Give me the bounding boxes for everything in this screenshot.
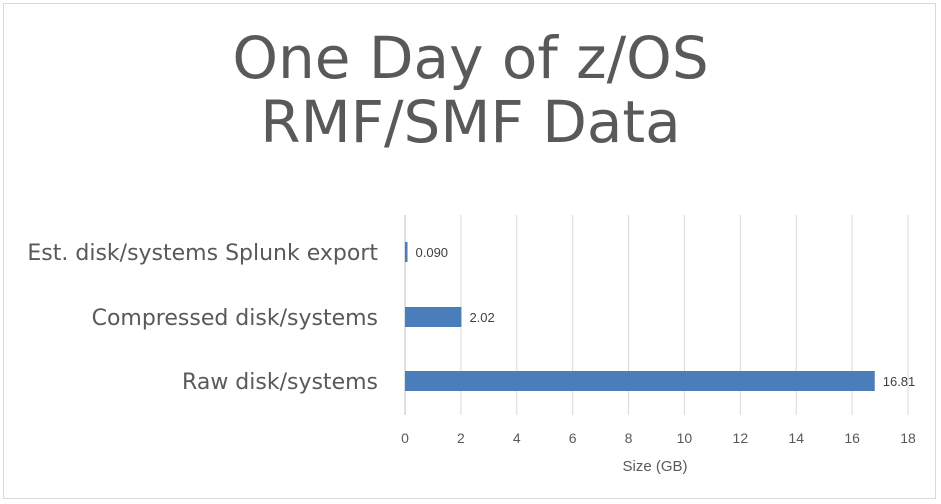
data-label: 0.090 [416, 245, 449, 260]
data-label: 16.81 [883, 374, 916, 389]
bar [405, 242, 408, 262]
data-labels: 0.090 2.02 16.81 [416, 245, 916, 389]
category-label: Est. disk/systems Splunk export [27, 241, 378, 266]
x-tick-label: 12 [733, 430, 749, 446]
x-tick-label: 10 [677, 430, 693, 446]
x-axis-title: Size (GB) [622, 458, 687, 475]
x-tick-label: 2 [457, 430, 465, 446]
category-label: Compressed disk/systems [92, 306, 378, 331]
x-tick-label: 18 [900, 430, 916, 446]
chart-title-line-2: RMF/SMF Data [260, 88, 681, 156]
x-tick-label: 14 [788, 430, 804, 446]
category-labels: Est. disk/systems Splunk export Compresse… [27, 241, 378, 395]
x-tick-label: 16 [844, 430, 860, 446]
data-label: 2.02 [469, 310, 494, 325]
bar [405, 371, 875, 391]
x-axis-tick-labels: 0 2 4 6 8 10 12 14 16 18 [401, 430, 916, 446]
chart-title: One Day of z/OS RMF/SMF Data [0, 26, 941, 154]
bar [405, 307, 462, 327]
x-tick-label: 0 [401, 430, 409, 446]
bars [405, 242, 875, 391]
chart-title-line-1: One Day of z/OS [232, 24, 709, 92]
x-tick-label: 6 [569, 430, 577, 446]
x-tick-label: 8 [625, 430, 633, 446]
chart-frame [3, 3, 936, 499]
x-tick-label: 4 [513, 430, 521, 446]
category-label: Raw disk/systems [182, 370, 378, 395]
